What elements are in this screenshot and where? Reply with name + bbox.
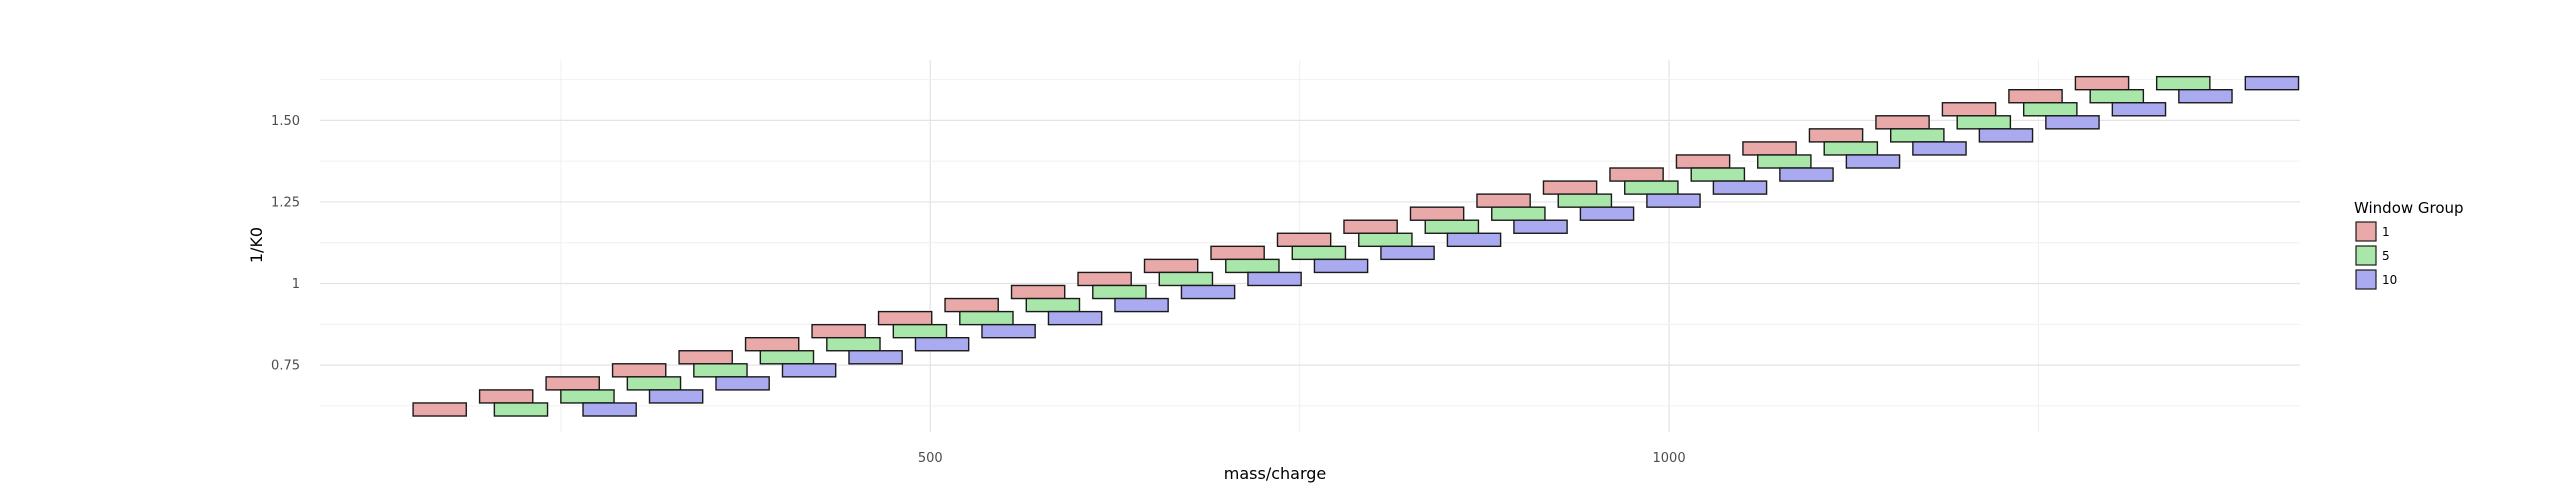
- window-rect-group-5: [1225, 258, 1280, 274]
- window-rect-group-10: [1114, 297, 1169, 313]
- window-rect-group-10: [1779, 167, 1834, 182]
- window-rect-group-1: [877, 310, 933, 326]
- window-rect-group-10: [1978, 128, 2034, 143]
- legend-label: 1: [2382, 225, 2390, 239]
- window-rect-group-10: [1446, 232, 1502, 248]
- window-rect-group-10: [1845, 154, 1901, 169]
- window-rect-group-10: [648, 389, 704, 404]
- window-rect-group-1: [545, 376, 600, 391]
- window-rect-group-1: [1675, 154, 1731, 169]
- y-tick-label: 1.25: [271, 195, 300, 210]
- window-rect-group-5: [1757, 154, 1812, 169]
- window-rectangles: [412, 75, 2300, 417]
- window-rect-group-5: [693, 363, 748, 378]
- window-rect-group-1: [1210, 245, 1265, 261]
- window-rect-group-10: [781, 363, 837, 378]
- window-rect-group-10: [2045, 115, 2100, 130]
- window-rect-group-1: [611, 363, 667, 378]
- window-rect-group-5: [2022, 102, 2078, 117]
- window-rect-group-5: [1491, 206, 1546, 221]
- window-rect-group-5: [1291, 245, 1347, 261]
- window-rect-group-10: [1712, 180, 1768, 195]
- window-rect-group-10: [1380, 245, 1435, 261]
- window-rect-group-5: [1823, 141, 1879, 156]
- window-rect-group-5: [1890, 128, 1945, 143]
- window-rect-group-10: [1247, 271, 1302, 287]
- window-rect-group-1: [2008, 88, 2063, 104]
- window-rect-group-5: [626, 376, 682, 391]
- window-rect-group-5: [1092, 284, 1147, 300]
- window-rect-group-10: [715, 376, 770, 391]
- window-rect-group-1: [1609, 167, 1664, 182]
- window-rect-group-5: [892, 323, 948, 339]
- window-rect-group-5: [2089, 88, 2145, 104]
- legend-label: 5: [2382, 249, 2390, 263]
- window-rect-group-5: [826, 336, 881, 352]
- window-rect-group-1: [1742, 141, 1797, 156]
- window-rect-group-10: [2111, 102, 2167, 117]
- legend-title: Window Group: [2354, 199, 2464, 217]
- window-rect-group-10: [2178, 88, 2233, 104]
- window-rect-group-1: [478, 389, 534, 404]
- y-tick-label: 1.50: [271, 114, 300, 129]
- window-rect-group-1: [811, 323, 866, 339]
- window-rect-group-5: [1158, 271, 1214, 287]
- window-rect-group-5: [1624, 180, 1679, 195]
- window-rect-group-5: [1690, 167, 1746, 182]
- window-rect-group-10: [1313, 258, 1369, 274]
- window-rect-group-1: [944, 297, 999, 313]
- window-rect-group-10: [981, 323, 1036, 339]
- window-rect-group-1: [1343, 219, 1398, 234]
- x-tick-label: 500: [918, 451, 943, 466]
- window-rect-group-10: [1513, 219, 1568, 234]
- window-rect-group-10: [1912, 141, 1967, 156]
- x-axis-title: mass/charge: [1224, 464, 1327, 483]
- legend-label: 10: [2382, 273, 2397, 287]
- y-tick-label: 1: [292, 277, 300, 292]
- window-rect-group-1: [1941, 102, 1997, 117]
- window-rect-group-10: [1180, 284, 1236, 300]
- window-rect-group-10: [2244, 75, 2300, 91]
- window-rect-group-5: [2155, 75, 2211, 91]
- window-rect-group-5: [1956, 115, 2012, 130]
- window-rect-group-1: [1276, 232, 1332, 248]
- window-rect-group-1: [1808, 128, 1864, 143]
- window-rect-group-1: [1875, 115, 1930, 130]
- y-tick-labels: 0.75 1 1.25 1.50: [271, 114, 300, 374]
- window-rect-group-1: [2074, 75, 2130, 91]
- window-rect-group-5: [1358, 232, 1413, 248]
- window-rect-group-10: [1579, 206, 1635, 221]
- x-tick-label: 1000: [1653, 451, 1686, 466]
- window-rect-group-10: [914, 336, 970, 352]
- window-rect-group-5: [1424, 219, 1480, 234]
- window-rect-group-1: [744, 336, 800, 352]
- window-rect-group-5: [759, 350, 815, 365]
- window-rect-group-5: [1025, 297, 1081, 313]
- window-rect-group-10: [848, 350, 903, 365]
- legend-swatch: [2355, 245, 2377, 266]
- window-rect-group-1: [1476, 193, 1531, 208]
- window-rect-group-1: [1077, 271, 1132, 287]
- window-rect-group-1: [678, 350, 733, 365]
- window-rect-group-1: [1542, 180, 1598, 195]
- window-rect-group-1: [412, 402, 467, 417]
- x-tick-labels: 500 1000: [918, 451, 1686, 466]
- window-rect-group-5: [959, 310, 1014, 326]
- window-rect-group-1: [1010, 284, 1066, 300]
- window-rect-group-1: [1143, 258, 1199, 274]
- window-rect-group-1: [1409, 206, 1465, 221]
- window-rect-group-10: [1646, 193, 1701, 208]
- legend-swatch: [2355, 221, 2377, 242]
- y-axis-title: 1/K0: [247, 227, 266, 263]
- legend-swatch: [2355, 269, 2377, 290]
- window-rect-group-10: [1047, 310, 1103, 326]
- window-rect-group-10: [582, 402, 637, 417]
- window-rect-group-5: [1557, 193, 1613, 208]
- window-rect-group-5: [560, 389, 615, 404]
- window-rect-group-5: [493, 402, 549, 417]
- y-tick-label: 0.75: [271, 359, 300, 374]
